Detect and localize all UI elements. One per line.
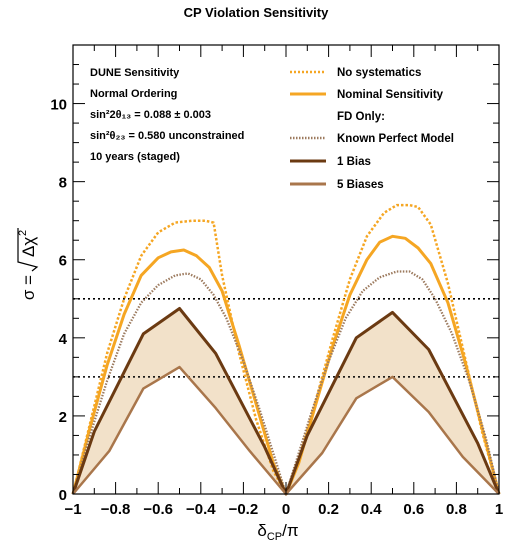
legend-label-1-bias: 1 Bias bbox=[337, 156, 371, 168]
x-tick-label: 0.8 bbox=[446, 501, 467, 518]
svg-text:Δχ: Δχ bbox=[19, 237, 38, 257]
x-tick-label: −0.2 bbox=[229, 501, 259, 518]
y-tick-label: 4 bbox=[59, 331, 68, 348]
x-tick-label: −0.6 bbox=[143, 501, 173, 518]
y-axis-title: σ = Δχ 2 bbox=[17, 228, 39, 300]
x-tick-label: −1 bbox=[64, 501, 81, 518]
y-tick-label: 10 bbox=[50, 97, 67, 114]
y-tick-label: 6 bbox=[59, 253, 67, 270]
legend-label-no-systematics: No systematics bbox=[337, 67, 421, 79]
svg-text:δCP/π: δCP/π bbox=[257, 521, 298, 543]
x-tick-label: 0 bbox=[282, 501, 290, 518]
legend-header: FD Only: bbox=[337, 111, 385, 123]
x-tick-label: 0.6 bbox=[403, 501, 424, 518]
y-tick-label: 2 bbox=[59, 409, 67, 426]
series-lines bbox=[71, 203, 501, 496]
legend-label-known-perfect: Known Perfect Model bbox=[337, 133, 454, 145]
plot-frame bbox=[72, 44, 500, 495]
x-axis-title: δCP/π bbox=[257, 521, 298, 543]
annotation-line-1: DUNE Sensitivity bbox=[90, 67, 180, 79]
chart-title: CP Violation Sensitivity bbox=[184, 5, 329, 20]
y-tick-label: 8 bbox=[59, 175, 67, 192]
x-tick-label: 0.2 bbox=[318, 501, 339, 518]
svg-text:σ =: σ = bbox=[19, 275, 38, 300]
bias-band bbox=[73, 308, 499, 494]
legend-label-5-biases: 5 Biases bbox=[337, 179, 384, 191]
y-tick-label: 0 bbox=[59, 487, 67, 504]
annotation-line-4: sin²θ₂₃ = 0.580 unconstrained bbox=[90, 130, 244, 142]
x-tick-label: −0.8 bbox=[101, 501, 131, 518]
annotation-line-3: sin²2θ₁₃ = 0.088 ± 0.003 bbox=[90, 109, 211, 121]
bias-band-fill bbox=[73, 308, 499, 494]
x-tick-label: 0.4 bbox=[361, 501, 383, 518]
x-tick-label: 1 bbox=[495, 501, 503, 518]
legend: No systematics Nominal Sensitivity FD On… bbox=[290, 67, 454, 191]
annotation-line-2: Normal Ordering bbox=[90, 88, 177, 100]
annotation-block: DUNE Sensitivity Normal Ordering sin²2θ₁… bbox=[90, 67, 244, 163]
y-tick-labels: 0 2 4 6 8 10 bbox=[50, 97, 67, 504]
x-tick-labels: −1 −0.8 −0.6 −0.4 −0.2 0 0.2 0.4 0.6 0.8 1 bbox=[64, 501, 503, 518]
legend-label-nominal: Nominal Sensitivity bbox=[337, 89, 444, 101]
svg-text:2: 2 bbox=[17, 230, 29, 236]
annotation-line-5: 10 years (staged) bbox=[90, 151, 180, 163]
x-tick-label: −0.4 bbox=[186, 501, 216, 518]
